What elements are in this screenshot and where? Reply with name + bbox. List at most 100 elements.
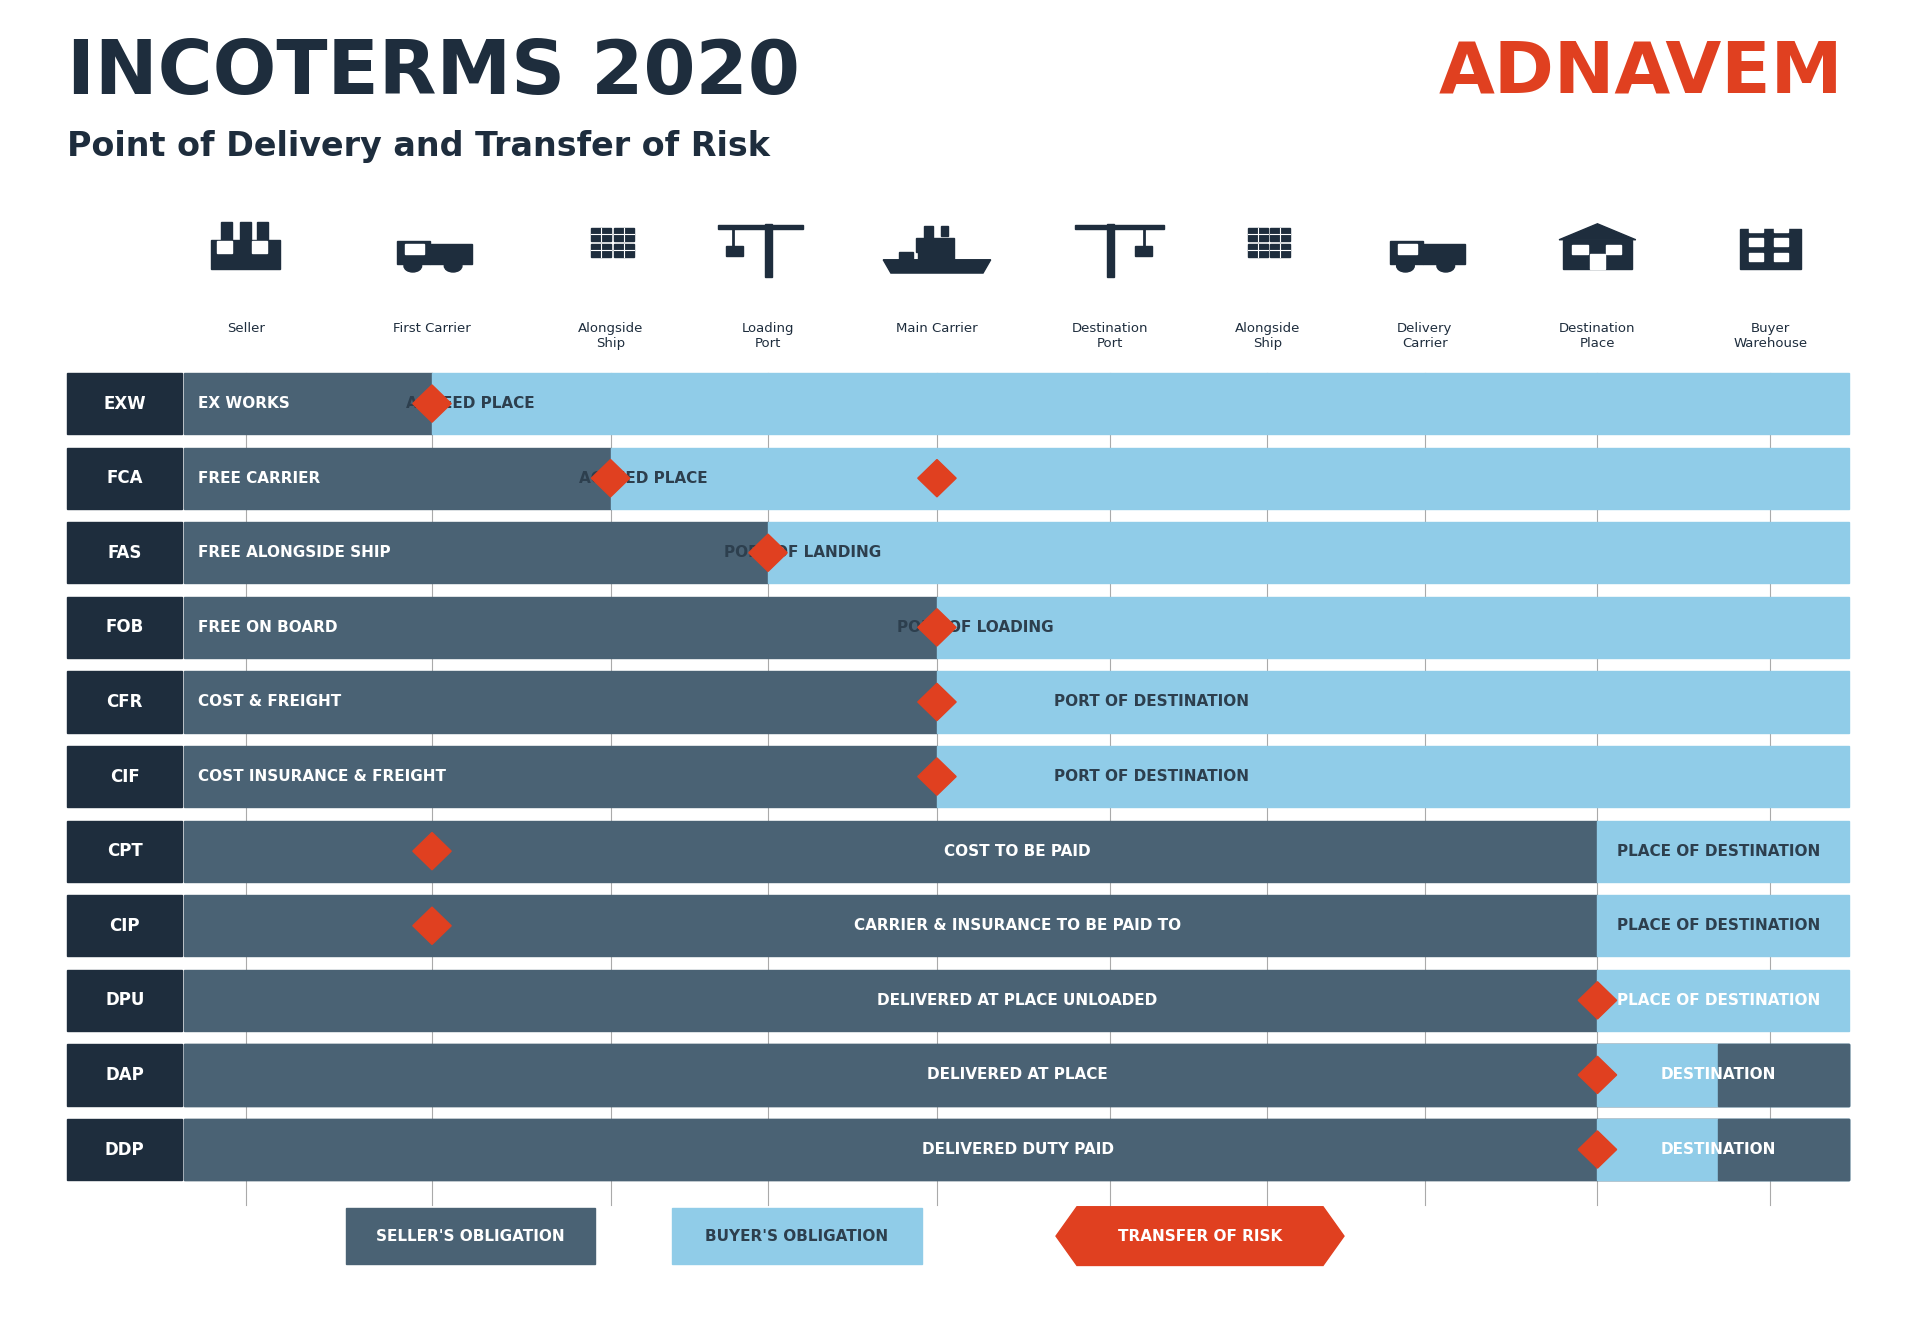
- Text: Destination
Port: Destination Port: [1071, 322, 1148, 350]
- Polygon shape: [591, 460, 630, 497]
- Text: CIP: CIP: [109, 916, 140, 935]
- Text: AGREED PLACE: AGREED PLACE: [407, 396, 534, 412]
- Bar: [67, 895, 182, 956]
- Bar: [1740, 229, 1801, 269]
- Bar: [184, 448, 611, 509]
- Bar: [257, 222, 269, 240]
- Bar: [614, 244, 634, 257]
- Text: Alongside
Ship: Alongside Ship: [578, 322, 643, 350]
- Bar: [1597, 1119, 1849, 1180]
- Text: Loading
Port: Loading Port: [741, 322, 795, 350]
- Text: EX WORKS: EX WORKS: [198, 396, 290, 412]
- Text: Delivery
Carrier: Delivery Carrier: [1398, 322, 1452, 350]
- Bar: [611, 448, 1849, 509]
- Bar: [1718, 1044, 1849, 1106]
- Polygon shape: [1578, 982, 1617, 1019]
- Bar: [184, 895, 1597, 956]
- Bar: [184, 1119, 1849, 1180]
- Polygon shape: [413, 907, 451, 944]
- Text: PORT OF DESTINATION: PORT OF DESTINATION: [1054, 769, 1250, 785]
- Bar: [184, 970, 1597, 1031]
- Bar: [184, 671, 937, 733]
- Text: COST INSURANCE & FREIGHT: COST INSURANCE & FREIGHT: [198, 769, 445, 785]
- Text: PLACE OF DESTINATION: PLACE OF DESTINATION: [1617, 843, 1820, 859]
- Text: DESTINATION: DESTINATION: [1661, 1142, 1776, 1158]
- Bar: [240, 222, 252, 240]
- Bar: [217, 241, 232, 253]
- Polygon shape: [918, 683, 956, 721]
- Bar: [1718, 1119, 1849, 1180]
- Bar: [726, 246, 743, 256]
- Bar: [1749, 224, 1763, 232]
- Bar: [1597, 895, 1849, 956]
- Bar: [924, 226, 933, 238]
- Bar: [1390, 241, 1423, 264]
- Bar: [941, 226, 948, 236]
- Text: BUYER'S OBLIGATION: BUYER'S OBLIGATION: [705, 1228, 889, 1244]
- Text: FREE CARRIER: FREE CARRIER: [198, 470, 321, 486]
- Bar: [221, 222, 232, 240]
- Polygon shape: [413, 385, 451, 422]
- Polygon shape: [883, 260, 991, 273]
- Bar: [67, 522, 182, 583]
- Bar: [67, 671, 182, 733]
- Bar: [1774, 253, 1788, 261]
- Text: DESTINATION: DESTINATION: [1661, 1067, 1776, 1083]
- Bar: [591, 244, 611, 257]
- Circle shape: [444, 260, 463, 272]
- Bar: [1114, 225, 1164, 229]
- Circle shape: [1436, 260, 1455, 272]
- Text: PORT OF DESTINATION: PORT OF DESTINATION: [1054, 694, 1250, 710]
- Text: FAS: FAS: [108, 543, 142, 562]
- Text: FOB: FOB: [106, 618, 144, 637]
- Bar: [184, 821, 1597, 882]
- Bar: [1597, 821, 1849, 882]
- Polygon shape: [918, 758, 956, 795]
- Circle shape: [1396, 260, 1415, 272]
- Bar: [67, 1119, 182, 1180]
- Bar: [184, 1119, 1849, 1180]
- Bar: [924, 238, 954, 260]
- Bar: [184, 597, 937, 658]
- Bar: [772, 225, 803, 229]
- Bar: [397, 241, 430, 264]
- Text: CFR: CFR: [108, 693, 142, 711]
- Text: COST TO BE PAID: COST TO BE PAID: [945, 843, 1091, 859]
- Bar: [184, 373, 432, 434]
- Bar: [67, 1044, 182, 1106]
- Polygon shape: [1559, 224, 1636, 240]
- Bar: [937, 746, 1849, 807]
- Text: PORT OF LANDING: PORT OF LANDING: [724, 545, 881, 561]
- Bar: [184, 1044, 1849, 1106]
- Text: DELIVERED AT PLACE: DELIVERED AT PLACE: [927, 1067, 1108, 1083]
- Text: FREE ALONGSIDE SHIP: FREE ALONGSIDE SHIP: [198, 545, 390, 561]
- Bar: [1572, 245, 1588, 254]
- Bar: [1749, 238, 1763, 246]
- Bar: [1597, 970, 1849, 1031]
- Text: Buyer
Warehouse: Buyer Warehouse: [1734, 322, 1807, 350]
- Bar: [1106, 224, 1114, 277]
- Bar: [252, 241, 267, 253]
- Text: COST & FREIGHT: COST & FREIGHT: [198, 694, 342, 710]
- Bar: [1774, 224, 1788, 232]
- Text: TRANSFER OF RISK: TRANSFER OF RISK: [1117, 1228, 1283, 1244]
- Text: Main Carrier: Main Carrier: [897, 322, 977, 336]
- Text: CPT: CPT: [108, 842, 142, 860]
- Bar: [67, 970, 182, 1031]
- Text: Point of Delivery and Transfer of Risk: Point of Delivery and Transfer of Risk: [67, 131, 770, 163]
- Bar: [184, 522, 768, 583]
- Bar: [1749, 253, 1763, 261]
- Bar: [1135, 246, 1152, 256]
- Circle shape: [403, 260, 422, 272]
- Text: CIF: CIF: [109, 767, 140, 786]
- Bar: [614, 228, 634, 241]
- Bar: [1398, 244, 1417, 254]
- Text: PLACE OF DESTINATION: PLACE OF DESTINATION: [1617, 992, 1820, 1008]
- Text: PLACE OF DESTINATION: PLACE OF DESTINATION: [1617, 918, 1820, 934]
- Text: DPU: DPU: [106, 991, 144, 1010]
- Polygon shape: [918, 609, 956, 646]
- Text: AGREED PLACE: AGREED PLACE: [580, 470, 707, 486]
- Bar: [764, 224, 772, 277]
- Bar: [1597, 1044, 1849, 1106]
- Text: INCOTERMS 2020: INCOTERMS 2020: [67, 37, 801, 109]
